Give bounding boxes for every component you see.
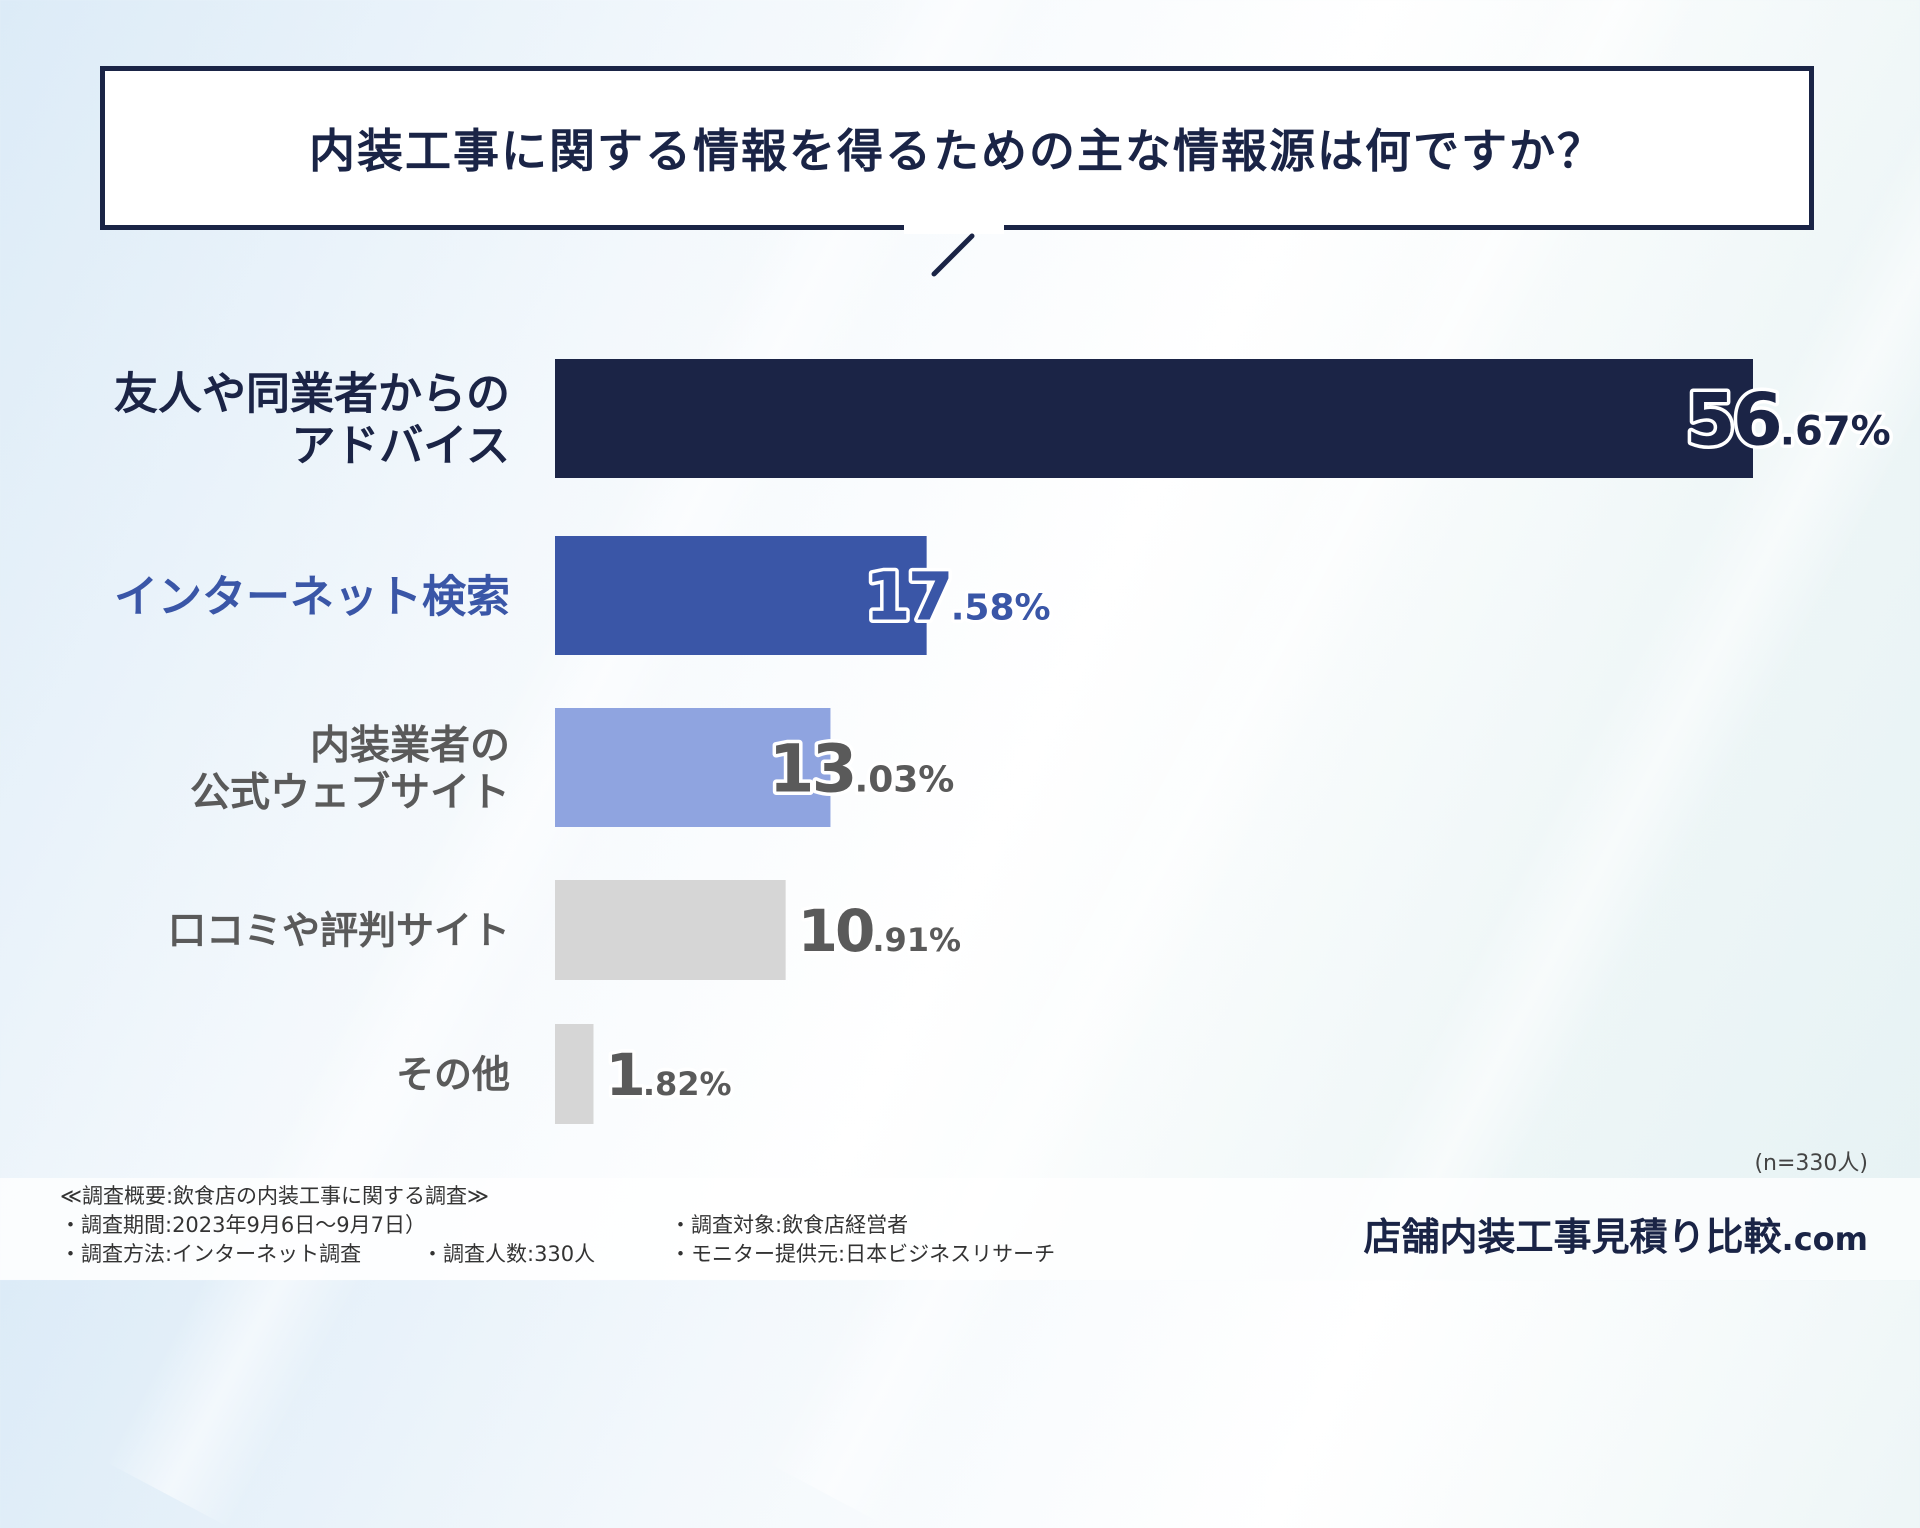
chart-title-box: 内装工事に関する情報を得るための主な情報源は何ですか？ [100, 66, 1814, 230]
value-label-integer: 10 [798, 897, 873, 965]
speech-bubble-gap [904, 222, 1004, 234]
value-label-decimal: .67% [1780, 408, 1891, 454]
category-label-1: インターネット検索 [114, 571, 510, 622]
footer-panel [0, 1178, 1920, 1280]
value-label-1: 17.58% [865, 558, 1051, 635]
category-label-line: 友人や同業者からの [114, 368, 510, 419]
value-label-decimal: .82% [643, 1065, 732, 1103]
sample-size-note: (n=330人) [1754, 1151, 1868, 1176]
value-label-2: 13.03% [769, 730, 955, 807]
bar-0 [555, 359, 1753, 478]
value-label-integer: 17 [865, 558, 951, 635]
bar-2 [555, 708, 831, 827]
brand-suffix: .com [1781, 1220, 1868, 1258]
value-label-integer: 13 [769, 730, 855, 807]
value-label-3: 10.91% [798, 897, 961, 965]
value-label-integer: 56 [1686, 377, 1780, 461]
value-label-decimal: .03% [855, 759, 955, 800]
value-label-decimal: .58% [951, 587, 1051, 628]
footnote-heading: ≪調査概要:飲食店の内装工事に関する調査≫ [60, 1184, 490, 1208]
category-label-3: 口コミや評判サイト [168, 909, 510, 953]
chart-title: 内装工事に関する情報を得るための主な情報源は何ですか？ [309, 124, 1605, 178]
category-label-4: その他 [396, 1053, 510, 1097]
category-label-line: 内装業者の [310, 722, 510, 768]
brand-logo[interactable]: 店舗内装工事見積り比較.com [1364, 1206, 1868, 1261]
bar-4 [555, 1024, 594, 1124]
footnote-period: ・調査期間:2023年9月6日〜9月7日） [60, 1213, 426, 1237]
category-label-line: インターネット検索 [114, 571, 510, 622]
value-label-integer: 1 [605, 1041, 642, 1109]
category-label-0: 友人や同業者からのアドバイス [114, 368, 510, 471]
value-label-4: 1.82% [605, 1041, 731, 1109]
value-label-0: 56.67% [1686, 377, 1891, 461]
speech-bubble-tail [931, 233, 975, 277]
footnote-method: ・調査方法:インターネット調査 [60, 1242, 362, 1266]
footnote-count: ・調査人数:330人 [422, 1242, 596, 1266]
category-label-line: その他 [396, 1053, 510, 1097]
bar-3 [555, 880, 786, 980]
bar-1 [555, 536, 927, 655]
footnote-target: ・調査対象:飲食店経営者 [670, 1213, 909, 1237]
category-label-2: 内装業者の公式ウェブサイト [190, 722, 510, 815]
bar-chart: 友人や同業者からのアドバイス 56.67% インターネット検索 17.58% 内装業者の… [114, 359, 1891, 1124]
value-label-decimal: .91% [872, 921, 961, 959]
category-label-line: アドバイス [291, 420, 510, 471]
footnote-provider: ・モニター提供元:日本ビジネスリサーチ [670, 1242, 1056, 1266]
category-label-line: 公式ウェブサイト [190, 770, 510, 816]
brand-name: 店舗内装工事見積り比較 [1363, 1215, 1782, 1259]
category-label-line: 口コミや評判サイト [168, 909, 510, 953]
